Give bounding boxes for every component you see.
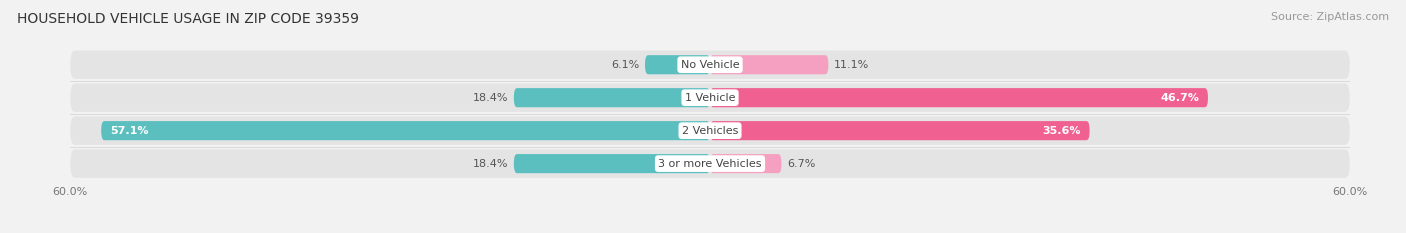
FancyBboxPatch shape	[645, 55, 710, 74]
FancyBboxPatch shape	[513, 154, 710, 173]
FancyBboxPatch shape	[101, 121, 710, 140]
FancyBboxPatch shape	[70, 51, 1350, 79]
Text: 11.1%: 11.1%	[834, 60, 869, 70]
FancyBboxPatch shape	[710, 88, 1208, 107]
Text: 6.7%: 6.7%	[787, 159, 815, 169]
FancyBboxPatch shape	[70, 83, 1350, 112]
Text: No Vehicle: No Vehicle	[681, 60, 740, 70]
Text: 2 Vehicles: 2 Vehicles	[682, 126, 738, 136]
Text: 18.4%: 18.4%	[472, 93, 509, 103]
Text: 3 or more Vehicles: 3 or more Vehicles	[658, 159, 762, 169]
FancyBboxPatch shape	[710, 55, 828, 74]
Text: 35.6%: 35.6%	[1043, 126, 1081, 136]
Text: Source: ZipAtlas.com: Source: ZipAtlas.com	[1271, 12, 1389, 22]
Text: HOUSEHOLD VEHICLE USAGE IN ZIP CODE 39359: HOUSEHOLD VEHICLE USAGE IN ZIP CODE 3935…	[17, 12, 359, 26]
Text: 6.1%: 6.1%	[612, 60, 640, 70]
Text: 1 Vehicle: 1 Vehicle	[685, 93, 735, 103]
FancyBboxPatch shape	[70, 149, 1350, 178]
FancyBboxPatch shape	[513, 88, 710, 107]
FancyBboxPatch shape	[710, 154, 782, 173]
Text: 57.1%: 57.1%	[110, 126, 148, 136]
Text: 46.7%: 46.7%	[1160, 93, 1199, 103]
FancyBboxPatch shape	[70, 116, 1350, 145]
Text: 18.4%: 18.4%	[472, 159, 509, 169]
FancyBboxPatch shape	[710, 121, 1090, 140]
